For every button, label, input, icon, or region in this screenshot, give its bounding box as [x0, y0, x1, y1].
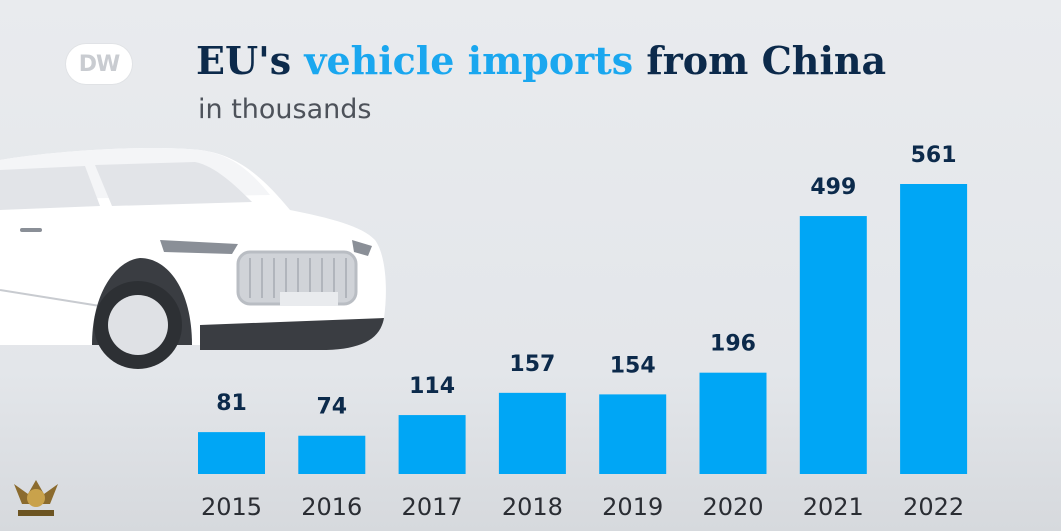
- bar-2015: [198, 432, 265, 474]
- title-part-2: from China: [633, 38, 887, 83]
- title-accent: vehicle imports: [304, 38, 634, 83]
- dw-logo-icon: DW: [78, 51, 121, 77]
- bar-value-label-2018: 157: [509, 352, 555, 377]
- bar-value-label-2022: 561: [911, 143, 957, 168]
- dw-logo: DW: [66, 44, 132, 84]
- bar-2016: [298, 435, 366, 474]
- car-illustration: [0, 148, 386, 369]
- bar-value-label-2016: 74: [316, 395, 347, 420]
- bar-2017: [398, 415, 466, 474]
- bar-value-label-2021: 499: [810, 175, 856, 200]
- bar-2022: [900, 184, 968, 474]
- bar-2021: [799, 216, 867, 474]
- x-tick-label-2015: 2015: [201, 493, 262, 521]
- x-tick-label-2019: 2019: [602, 493, 663, 521]
- bar-value-label-2015: 81: [216, 391, 247, 416]
- title-part-1: EU's: [196, 38, 305, 83]
- forum-badge-icon: [14, 480, 58, 516]
- chart-subtitle: in thousands: [198, 94, 372, 125]
- bar-value-label-2020: 196: [710, 332, 756, 357]
- x-tick-label-2022: 2022: [903, 493, 964, 521]
- x-tick-label-2018: 2018: [502, 493, 563, 521]
- x-tick-label-2021: 2021: [803, 493, 864, 521]
- bar-2018: [498, 392, 566, 474]
- bar-2020: [699, 372, 767, 474]
- bar-2019: [599, 394, 667, 474]
- x-tick-label-2017: 2017: [402, 493, 463, 521]
- bar-value-label-2019: 154: [610, 353, 656, 378]
- x-tick-label-2020: 2020: [702, 493, 763, 521]
- chart-title: EU's vehicle imports from China: [196, 38, 886, 83]
- bar-value-label-2017: 114: [409, 374, 455, 399]
- x-tick-label-2016: 2016: [301, 493, 362, 521]
